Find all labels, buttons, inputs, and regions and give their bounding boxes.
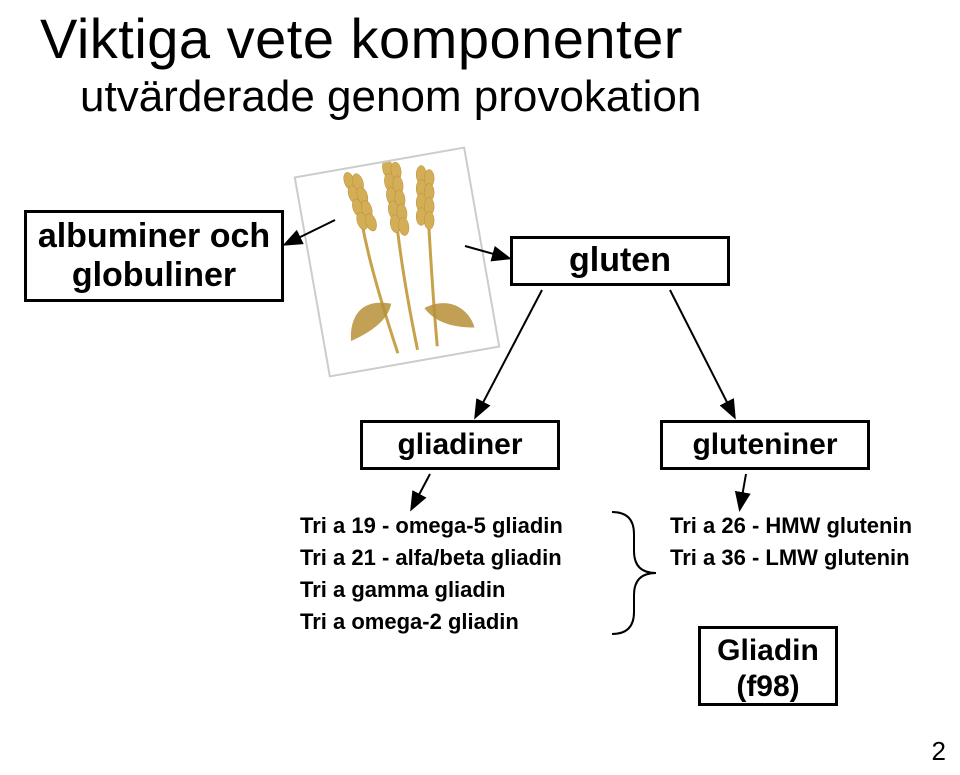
list-item: Tri a 36 - LMW glutenin: [670, 542, 912, 574]
box-gliadin-f98: Gliadin(f98): [698, 626, 838, 706]
box-albuminer-label: albuminer ochglobuliner: [38, 217, 270, 295]
slide: Viktiga vete komponenter utvärderade gen…: [0, 0, 960, 775]
list-item: Tri a 26 - HMW glutenin: [670, 510, 912, 542]
page-title: Viktiga vete komponenter: [40, 6, 683, 71]
page-subtitle: utvärderade genom provokation: [80, 72, 701, 122]
slide-number: 2: [932, 736, 946, 767]
box-gluteniner-label: gluteniner: [692, 428, 837, 462]
list-item: Tri a 19 - omega-5 gliadin: [300, 510, 563, 542]
box-albuminer-globuliner: albuminer ochglobuliner: [24, 210, 284, 302]
list-item: Tri a omega-2 gliadin: [300, 606, 563, 638]
list-item: Tri a 21 - alfa/beta gliadin: [300, 542, 563, 574]
box-gluteniner: gluteniner: [660, 420, 870, 470]
box-gluten-label: gluten: [569, 241, 671, 280]
glutenin-list: Tri a 26 - HMW glutenin Tri a 36 - LMW g…: [670, 510, 912, 574]
box-gluten: gluten: [510, 236, 730, 286]
box-gliadiner: gliadiner: [360, 420, 560, 470]
gliadin-list: Tri a 19 - omega-5 gliadin Tri a 21 - al…: [300, 510, 563, 638]
list-item: Tri a gamma gliadin: [300, 574, 563, 606]
wheat-icon: [296, 149, 498, 375]
box-gliadin-f98-label: Gliadin(f98): [717, 634, 819, 703]
wheat-image: [294, 146, 501, 377]
box-gliadiner-label: gliadiner: [397, 428, 522, 462]
